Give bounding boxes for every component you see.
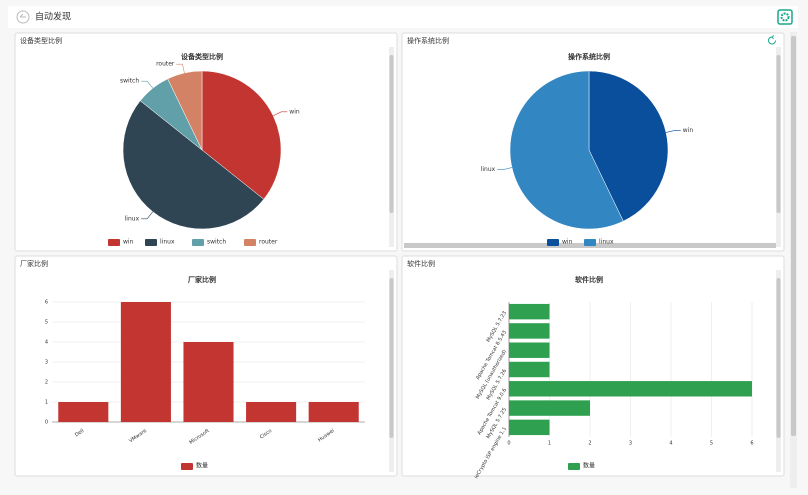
x-tick-label: 4	[669, 441, 672, 447]
bar	[509, 381, 752, 397]
y-tick-label: 4	[45, 340, 48, 346]
bar	[509, 419, 550, 436]
x-tick-label: 1	[548, 441, 551, 447]
panel-title: 厂家比例	[20, 259, 48, 268]
header-bar	[8, 6, 798, 28]
bar	[120, 302, 171, 422]
leader-line	[497, 167, 513, 170]
legend-swatch	[584, 239, 596, 246]
panel-scrollbar-thumb[interactable]	[389, 278, 394, 438]
leader-line	[176, 63, 185, 74]
back-icon[interactable]	[16, 10, 30, 24]
legend-label: linux	[160, 239, 175, 246]
settings-icon	[780, 12, 790, 22]
chart-title: 厂家比例	[188, 275, 216, 284]
y-tick-label: 0	[45, 420, 48, 426]
slice-label: switch	[120, 78, 139, 85]
chart-title: 操作系统比例	[568, 52, 610, 61]
bar	[509, 342, 550, 358]
panel-title: 软件比例	[407, 259, 435, 268]
y-tick-label: 2	[45, 380, 48, 386]
header-title: 自动发现	[35, 11, 71, 23]
x-tick-label: 6	[750, 441, 753, 447]
panel-title: 设备类型比例	[20, 36, 62, 45]
settings-button[interactable]	[777, 9, 793, 25]
legend-swatch	[181, 463, 193, 470]
pie-slice	[509, 70, 624, 230]
y-tick-label: 1	[45, 400, 48, 406]
back-arrow	[19, 13, 26, 18]
legend-swatch	[547, 239, 559, 246]
legend-swatch	[192, 239, 204, 246]
slice-label: linux	[481, 166, 496, 173]
slice-label: win	[683, 127, 694, 134]
leader-line	[665, 130, 681, 133]
y-tick-label: 5	[45, 320, 48, 326]
legend-swatch	[108, 239, 120, 246]
legend-swatch	[244, 239, 256, 246]
x-tick-label: 3	[629, 441, 632, 447]
legend-label: switch	[207, 239, 226, 246]
bar	[308, 402, 359, 422]
y-tick-label: 3	[45, 360, 48, 366]
legend-label: 数量	[583, 462, 595, 470]
bar	[509, 323, 550, 339]
bar	[509, 303, 550, 320]
panel	[401, 255, 785, 477]
leader-line	[273, 111, 288, 116]
slice-label: router	[156, 61, 175, 68]
panel-scrollbar-thumb[interactable]	[776, 278, 781, 438]
leader-line	[141, 80, 153, 89]
legend-swatch	[145, 239, 157, 246]
chart-title: 软件比例	[575, 275, 603, 284]
legend-label: linux	[599, 239, 614, 246]
legend-label: win	[123, 239, 134, 246]
panel-title: 操作系统比例	[407, 36, 449, 45]
bar	[58, 402, 109, 422]
bar	[246, 402, 297, 422]
panel-scrollbar-thumb[interactable]	[389, 55, 394, 213]
x-tick-label: 2	[588, 441, 591, 447]
slice-label: win	[289, 108, 300, 115]
bar	[509, 400, 590, 416]
slice-label: linux	[125, 215, 140, 222]
x-tick-label: 5	[710, 441, 713, 447]
legend-label: 数量	[196, 462, 208, 470]
x-tick-label: 0	[507, 441, 510, 447]
legend-swatch	[568, 463, 580, 470]
refresh-icon[interactable]	[768, 35, 776, 45]
y-tick-label: 6	[45, 300, 48, 306]
pie-slice	[588, 70, 669, 222]
legend-label: win	[562, 239, 573, 246]
bar	[183, 342, 234, 422]
bar	[509, 361, 550, 378]
pie-slice	[167, 70, 203, 151]
page-scrollbar-thumb[interactable]	[791, 36, 796, 436]
chart-title: 设备类型比例	[181, 52, 223, 61]
leader-line	[141, 211, 153, 220]
legend-label: router	[259, 239, 278, 246]
x-tick-label: Dell	[74, 428, 85, 438]
panel-scrollbar-thumb[interactable]	[776, 55, 781, 213]
